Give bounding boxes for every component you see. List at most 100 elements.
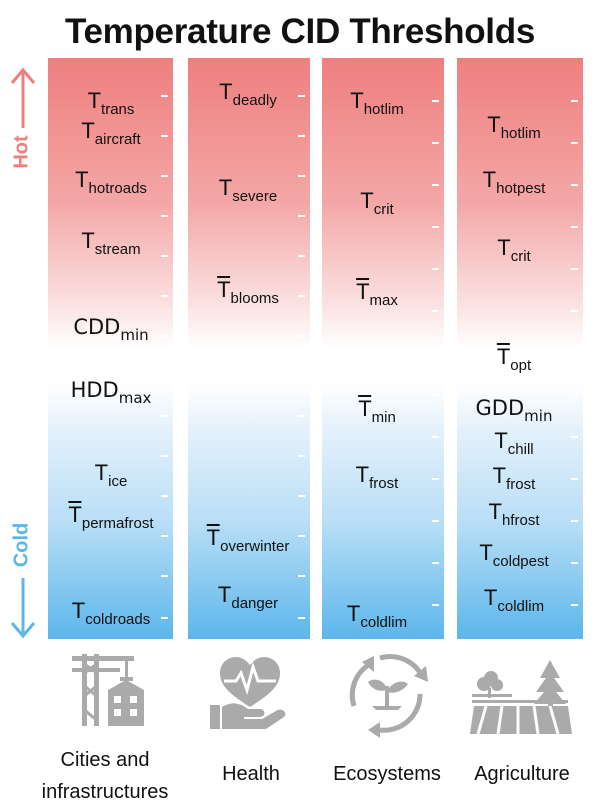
- threshold-column-3: [457, 58, 583, 639]
- threshold-label: GDDmin: [475, 396, 553, 425]
- threshold-label: Thotroads: [75, 167, 147, 197]
- axis-tick: [432, 268, 439, 270]
- axis-tick: [571, 394, 578, 396]
- threshold-label: Ttrans: [87, 88, 135, 118]
- axis-tick: [161, 375, 168, 377]
- axis-tick: [298, 495, 305, 497]
- axis-tick: [432, 226, 439, 228]
- axis-tick: [432, 436, 439, 438]
- axis-tick: [432, 352, 439, 354]
- threshold-label: Tcrit: [360, 188, 394, 218]
- axis-tick: [161, 617, 168, 619]
- axis-tick: [298, 575, 305, 577]
- threshold-label: Tcoldlim: [346, 601, 408, 631]
- axis-tick: [161, 95, 168, 97]
- cold-arrow-icon: [10, 578, 36, 639]
- threshold-label: Tdanger: [217, 582, 279, 612]
- axis-tick: [571, 184, 578, 186]
- threshold-label: Tpermafrost: [68, 501, 154, 532]
- cities-icon: [72, 654, 144, 726]
- axis-tick: [571, 310, 578, 312]
- axis-tick: [298, 535, 305, 537]
- axis-tick: [298, 135, 305, 137]
- health-icon: [210, 657, 286, 729]
- diagram-title: Temperature CID Thresholds: [65, 12, 535, 51]
- threshold-label: Tmin: [358, 395, 396, 426]
- threshold-label: Tchill: [494, 428, 534, 458]
- cold-label: Cold: [10, 522, 33, 568]
- axis-tick: [432, 394, 439, 396]
- threshold-label: Tfrost: [355, 462, 399, 492]
- hot-label: Hot: [10, 135, 33, 169]
- axis-tick: [298, 455, 305, 457]
- threshold-label: Tblooms: [217, 276, 279, 307]
- axis-tick: [432, 604, 439, 606]
- threshold-label: Topt: [496, 343, 532, 374]
- axis-tick: [571, 100, 578, 102]
- threshold-label: Thotlim: [350, 88, 404, 118]
- threshold-column-0: [48, 58, 173, 639]
- sector-ecosystems-label: Ecosystems: [333, 763, 441, 785]
- axis-tick: [571, 604, 578, 606]
- axis-tick: [161, 135, 168, 137]
- axis-tick: [298, 335, 305, 337]
- hot-arrow-icon: [10, 67, 36, 128]
- axis-tick: [571, 478, 578, 480]
- threshold-label: Thotpest: [482, 167, 546, 197]
- axis-tick: [298, 255, 305, 257]
- threshold-label: Tcrit: [497, 235, 531, 265]
- axis-tick: [161, 415, 168, 417]
- axis-tick: [571, 520, 578, 522]
- axis-tick: [161, 255, 168, 257]
- axis-tick: [571, 268, 578, 270]
- axis-tick: [298, 95, 305, 97]
- axis-tick: [432, 100, 439, 102]
- axis-tick: [298, 375, 305, 377]
- axis-tick: [161, 535, 168, 537]
- axis-tick: [161, 215, 168, 217]
- axis-tick: [161, 175, 168, 177]
- sector-agriculture-label: Agriculture: [474, 763, 570, 785]
- threshold-label: Tcoldlim: [483, 585, 545, 615]
- threshold-label: Tsevere: [218, 175, 278, 205]
- axis-tick: [432, 478, 439, 480]
- axis-tick: [432, 520, 439, 522]
- threshold-label: Tfrost: [492, 463, 536, 493]
- threshold-label: Tice: [94, 460, 128, 490]
- axis-tick: [432, 310, 439, 312]
- sector-health-label: Health: [222, 763, 280, 785]
- axis-tick: [432, 184, 439, 186]
- axis-tick: [432, 562, 439, 564]
- axis-tick: [432, 142, 439, 144]
- axis-tick: [161, 335, 168, 337]
- threshold-label: Tcoldroads: [71, 598, 151, 628]
- axis-tick: [161, 455, 168, 457]
- axis-tick: [571, 352, 578, 354]
- axis-tick: [298, 415, 305, 417]
- axis-tick: [161, 295, 168, 297]
- threshold-label: Tdeadly: [219, 79, 277, 109]
- threshold-column-1: [188, 58, 310, 639]
- threshold-label: CDDmin: [73, 315, 149, 344]
- threshold-label: Toverwinter: [206, 524, 290, 555]
- threshold-label: Tmax: [356, 278, 398, 309]
- threshold-column-2: [322, 58, 444, 639]
- ecosystems-icon: [349, 654, 428, 738]
- sector-cities-label: Cities and infrastructures: [41, 749, 169, 803]
- threshold-label: Tcoldpest: [479, 540, 549, 570]
- axis-tick: [298, 215, 305, 217]
- threshold-label: Thotlim: [487, 112, 541, 142]
- threshold-label: Tstream: [81, 228, 141, 258]
- axis-tick: [571, 226, 578, 228]
- axis-tick: [298, 295, 305, 297]
- threshold-label: Thfrost: [488, 499, 540, 529]
- axis-tick: [571, 142, 578, 144]
- threshold-label: HDDmax: [70, 378, 152, 407]
- axis-tick: [571, 562, 578, 564]
- threshold-label: Taircraft: [81, 118, 141, 148]
- axis-tick: [571, 436, 578, 438]
- axis-tick: [161, 495, 168, 497]
- axis-tick: [161, 575, 168, 577]
- axis-tick: [298, 175, 305, 177]
- axis-tick: [298, 617, 305, 619]
